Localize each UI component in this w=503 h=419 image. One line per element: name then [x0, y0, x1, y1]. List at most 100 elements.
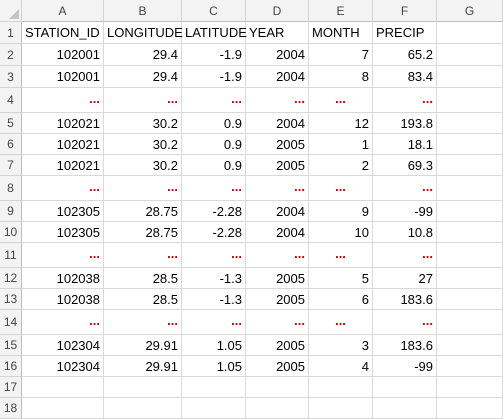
- column-header-b[interactable]: B: [104, 0, 182, 22]
- row-header[interactable]: 12: [0, 268, 22, 289]
- ellipsis-cell[interactable]: ...: [182, 176, 246, 201]
- row-header[interactable]: 7: [0, 155, 22, 176]
- table-cell[interactable]: [437, 377, 503, 398]
- table-cell[interactable]: 2005: [246, 155, 309, 176]
- column-header-c[interactable]: C: [182, 0, 246, 22]
- table-cell[interactable]: 10: [309, 222, 373, 243]
- column-header-e[interactable]: E: [309, 0, 373, 22]
- row-header[interactable]: 5: [0, 113, 22, 134]
- column-title-cell[interactable]: YEAR: [246, 22, 309, 44]
- column-title-cell[interactable]: LATITUDE: [182, 22, 247, 44]
- row-header[interactable]: 16: [0, 356, 22, 377]
- table-cell[interactable]: [104, 398, 182, 419]
- table-cell[interactable]: -1.3: [182, 268, 246, 289]
- table-cell[interactable]: 2: [309, 155, 373, 176]
- table-cell[interactable]: -2.28: [182, 222, 246, 243]
- row-header[interactable]: 11: [0, 243, 22, 268]
- table-cell[interactable]: 30.2: [104, 113, 182, 134]
- table-cell[interactable]: -1.9: [182, 66, 246, 88]
- row-header[interactable]: 15: [0, 335, 22, 356]
- table-cell[interactable]: [437, 398, 503, 419]
- ellipsis-cell[interactable]: ...: [22, 243, 104, 268]
- table-cell[interactable]: [437, 134, 503, 155]
- ellipsis-cell[interactable]: ...: [104, 243, 182, 268]
- ellipsis-cell[interactable]: ...: [309, 243, 373, 268]
- ellipsis-cell[interactable]: ...: [182, 310, 246, 335]
- table-cell[interactable]: 29.91: [104, 356, 182, 377]
- ellipsis-cell[interactable]: ...: [104, 310, 182, 335]
- table-cell[interactable]: 2005: [246, 356, 309, 377]
- ellipsis-cell[interactable]: ...: [309, 88, 373, 113]
- table-cell[interactable]: -1.3: [182, 289, 246, 310]
- table-cell[interactable]: 7: [309, 44, 373, 66]
- table-cell[interactable]: [309, 377, 373, 398]
- table-cell[interactable]: [437, 356, 503, 377]
- table-cell[interactable]: 102001: [22, 44, 104, 66]
- column-title-cell[interactable]: MONTH: [309, 22, 373, 44]
- table-cell[interactable]: 69.3: [373, 155, 437, 176]
- table-cell[interactable]: -2.28: [182, 201, 246, 222]
- table-cell[interactable]: 183.6: [373, 335, 437, 356]
- ellipsis-cell[interactable]: [437, 176, 503, 201]
- table-cell[interactable]: 2004: [246, 201, 309, 222]
- table-cell[interactable]: 2005: [246, 289, 309, 310]
- table-cell[interactable]: 193.8: [373, 113, 437, 134]
- table-cell[interactable]: 9: [309, 201, 373, 222]
- table-cell[interactable]: 2005: [246, 268, 309, 289]
- table-cell[interactable]: 65.2: [373, 44, 437, 66]
- table-cell[interactable]: 4: [309, 356, 373, 377]
- row-header[interactable]: 1: [0, 22, 22, 44]
- table-cell[interactable]: -1.9: [182, 44, 246, 66]
- column-header-g[interactable]: G: [437, 0, 503, 22]
- column-title-cell[interactable]: STATION_ID: [22, 22, 104, 44]
- row-header[interactable]: 6: [0, 134, 22, 155]
- table-cell[interactable]: 29.4: [104, 44, 182, 66]
- ellipsis-cell[interactable]: ...: [246, 243, 309, 268]
- table-cell[interactable]: 183.6: [373, 289, 437, 310]
- ellipsis-cell[interactable]: ...: [22, 310, 104, 335]
- table-cell[interactable]: 5: [309, 268, 373, 289]
- table-cell[interactable]: [437, 335, 503, 356]
- select-all-corner[interactable]: [0, 0, 22, 22]
- row-header[interactable]: 14: [0, 310, 22, 335]
- table-cell[interactable]: 18.1: [373, 134, 437, 155]
- table-cell[interactable]: [437, 44, 503, 66]
- table-cell[interactable]: [104, 377, 182, 398]
- table-cell[interactable]: 27: [373, 268, 437, 289]
- ellipsis-cell[interactable]: ...: [246, 176, 309, 201]
- row-header[interactable]: 4: [0, 88, 22, 113]
- table-cell[interactable]: 3: [309, 335, 373, 356]
- table-cell[interactable]: 12: [309, 113, 373, 134]
- ellipsis-cell[interactable]: [437, 88, 503, 113]
- column-header-f[interactable]: F: [373, 0, 437, 22]
- table-cell[interactable]: [437, 201, 503, 222]
- table-cell[interactable]: 102305: [22, 222, 104, 243]
- table-cell[interactable]: [246, 377, 309, 398]
- table-cell[interactable]: 2005: [246, 335, 309, 356]
- table-cell[interactable]: [182, 398, 246, 419]
- table-cell[interactable]: 1: [309, 134, 373, 155]
- table-cell[interactable]: 102304: [22, 335, 104, 356]
- table-cell[interactable]: 28.5: [104, 289, 182, 310]
- row-header[interactable]: 13: [0, 289, 22, 310]
- table-cell[interactable]: 102001: [22, 66, 104, 88]
- ellipsis-cell[interactable]: ...: [22, 176, 104, 201]
- table-cell[interactable]: [373, 398, 437, 419]
- table-cell[interactable]: 28.5: [104, 268, 182, 289]
- table-cell[interactable]: -99: [373, 356, 437, 377]
- table-cell[interactable]: 30.2: [104, 134, 182, 155]
- table-cell[interactable]: 83.4: [373, 66, 437, 88]
- column-title-cell[interactable]: PRECIP: [373, 22, 437, 44]
- ellipsis-cell[interactable]: ...: [104, 176, 182, 201]
- ellipsis-cell[interactable]: ...: [182, 88, 246, 113]
- table-cell[interactable]: 0.9: [182, 134, 246, 155]
- table-cell[interactable]: 102038: [22, 289, 104, 310]
- row-header[interactable]: 18: [0, 398, 22, 419]
- row-header[interactable]: 9: [0, 201, 22, 222]
- table-cell[interactable]: 28.75: [104, 201, 182, 222]
- table-cell[interactable]: 2005: [246, 134, 309, 155]
- row-header[interactable]: 17: [0, 377, 22, 398]
- table-cell[interactable]: 1.05: [182, 335, 246, 356]
- table-cell[interactable]: 28.75: [104, 222, 182, 243]
- row-header[interactable]: 8: [0, 176, 22, 201]
